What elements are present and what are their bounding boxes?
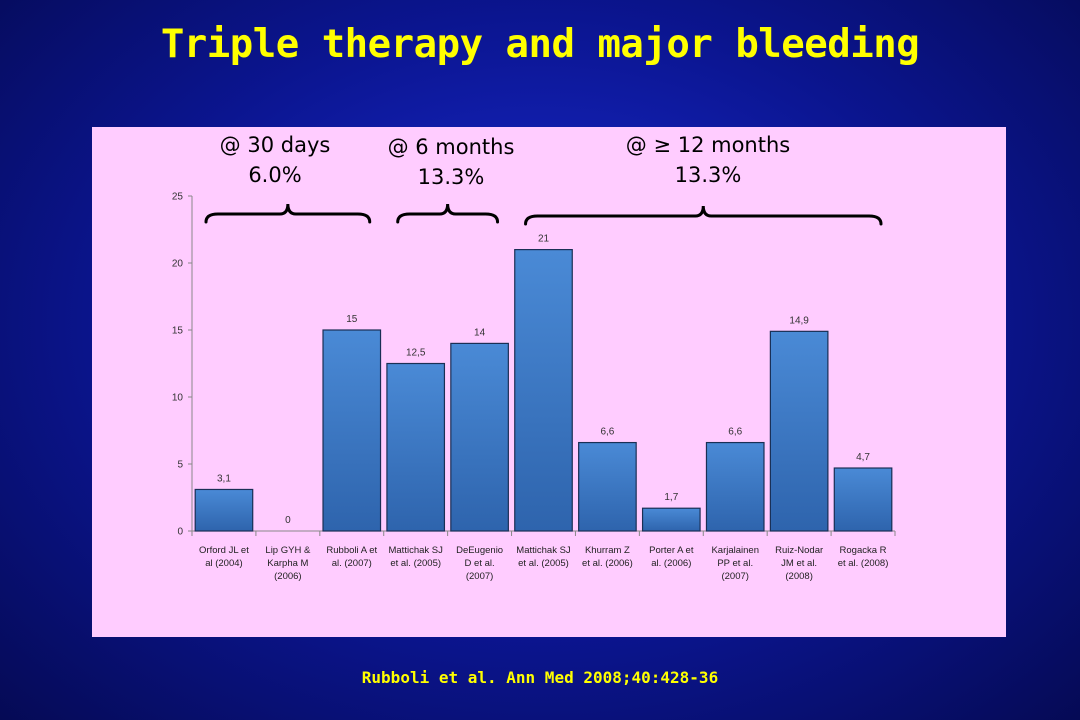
- y-tick-label: 15: [172, 326, 184, 337]
- group-label-30-days-period: @ 30 days: [219, 133, 331, 157]
- bar: [194, 488, 254, 532]
- bar: [450, 342, 509, 532]
- y-tick-label: 5: [177, 460, 183, 471]
- bar-value-label: 12,5: [406, 348, 426, 359]
- group-label-30-days: @ 30 days 6.0%: [190, 130, 360, 190]
- bar-value-label: 6,6: [600, 427, 614, 438]
- group-braces: [204, 203, 883, 226]
- slide-title: Triple therapy and major bleeding: [160, 22, 920, 67]
- group-label-12-months: @ ≥ 12 months 13.3%: [608, 130, 808, 190]
- group-label-6-months-rate: 13.3%: [417, 165, 485, 189]
- bar-value-label: 14,9: [789, 315, 809, 326]
- group-label-30-days-rate: 6.0%: [248, 163, 302, 187]
- bar: [705, 441, 765, 532]
- bar: [514, 249, 573, 532]
- bar-value-label: 3,1: [217, 473, 231, 484]
- bar-value-label: 4,7: [856, 452, 870, 463]
- group-brace: [396, 203, 500, 224]
- x-tick-label: Ruiz-Nodar JM et al. (2008): [775, 545, 823, 582]
- citation: Rubboli et al. Ann Med 2008;40:428-36: [361, 668, 719, 687]
- x-tick-label: DeEugenio D et al. (2007): [456, 545, 503, 582]
- group-label-12-months-period: @ ≥ 12 months: [625, 133, 791, 157]
- chart-labels: 3,1 Orford JL et al (2004) 0 Lip GYH & Karpha…: [199, 234, 888, 582]
- x-tick-label: Porter A et al. (2006): [649, 545, 694, 569]
- x-tick-label: Mattichak SJ et al. (2005): [388, 545, 443, 569]
- y-tick-label: 0: [177, 527, 183, 538]
- y-tick-label: 10: [172, 393, 184, 404]
- x-tick-label: Lip GYH & Karpha M (2006): [265, 545, 311, 582]
- bar: [769, 330, 829, 532]
- x-tick-label: Orford JL et al (2004): [199, 545, 249, 569]
- y-tick-label: 20: [172, 259, 184, 270]
- bar: [578, 441, 637, 532]
- group-brace: [204, 203, 372, 224]
- chart-bars: [194, 249, 893, 532]
- x-tick-label: Karjalainen PP et al. (2007): [711, 545, 759, 582]
- y-tick-label: 25: [172, 192, 184, 203]
- bar-value-label: 1,7: [664, 492, 678, 503]
- group-label-6-months: @ 6 months 13.3%: [366, 132, 536, 192]
- bar: [386, 362, 446, 532]
- bar-value-label: 15: [346, 314, 358, 325]
- bar: [641, 507, 701, 532]
- group-label-6-months-period: @ 6 months: [387, 135, 515, 159]
- x-tick-label: Rubboli A et al. (2007): [326, 545, 377, 569]
- bar: [322, 329, 382, 532]
- x-tick-label: Mattichak SJ et al. (2005): [516, 545, 571, 569]
- bar-value-label: 14: [474, 327, 486, 338]
- bar-value-label: 0: [285, 515, 291, 526]
- bar: [833, 467, 893, 532]
- group-label-12-months-rate: 13.3%: [674, 163, 742, 187]
- bar-value-label: 21: [538, 234, 550, 245]
- bar-value-label: 6,6: [728, 427, 742, 438]
- group-brace: [524, 205, 883, 226]
